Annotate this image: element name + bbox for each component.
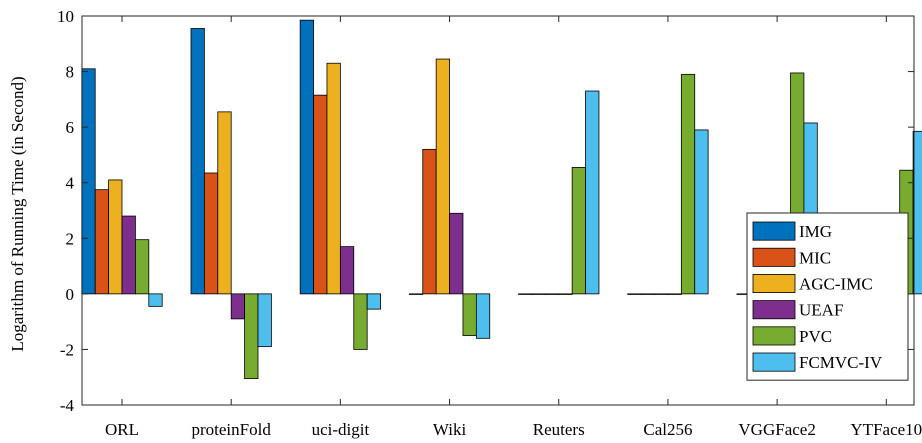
bar-fcmvc-iv-proteinfold: [257, 293, 272, 348]
bar-ueaf-uci-digit: [339, 246, 355, 295]
bar-mic-wiki: [422, 148, 437, 295]
y-tick-label: 6: [66, 118, 75, 137]
x-tick-label-cal256: Cal256: [643, 420, 692, 439]
bar-fcmvc-iv-orl: [148, 293, 163, 307]
bar-img-cal256: [627, 293, 642, 295]
bar-mic-cal256: [640, 293, 655, 295]
bar-mic-uci-digit: [313, 94, 328, 295]
y-tick-label: -2: [60, 340, 74, 359]
bar-img-proteinfold: [190, 28, 205, 295]
bar-agc-imc-cal256: [654, 293, 669, 295]
plot-frame: [81, 15, 915, 406]
bar-agc-imc-wiki: [435, 58, 450, 295]
x-tick-label-vggface2: VGGFace2: [738, 420, 815, 439]
bar-img-uci-digit: [299, 19, 314, 295]
legend-swatch-fcmvc-iv: [752, 352, 796, 372]
x-tick-label-orl: ORL: [105, 420, 139, 439]
bar-fcmvc-iv-wiki: [475, 293, 491, 339]
bar-pvc-uci-digit: [353, 293, 368, 350]
legend-label-ueaf: UEAF: [799, 301, 843, 320]
bar-pvc-cal256: [680, 73, 696, 295]
bar-ueaf-wiki: [449, 212, 464, 295]
legend-swatch-mic: [752, 247, 796, 267]
legend-label-pvc: PVC: [799, 327, 832, 346]
legend-box: [746, 212, 909, 381]
legend-swatch-img: [752, 221, 796, 241]
legend: IMG MIC AGC-IMC UEAF PVC FCMVC-IV: [746, 212, 909, 381]
bar-ueaf-cal256: [667, 293, 682, 295]
x-tick-label-wiki: Wiki: [433, 420, 467, 439]
legend-label-fcmvc-iv: FCMVC-IV: [799, 353, 883, 372]
x-tick-label-reuters: Reuters: [533, 420, 585, 439]
bar-pvc-proteinfold: [244, 293, 259, 380]
bars-layer: [81, 19, 922, 380]
y-tick-label: 0: [66, 285, 75, 304]
bar-ueaf-proteinfold: [230, 293, 245, 320]
y-tick-label: 8: [66, 63, 75, 82]
y-tick-label: 10: [57, 7, 74, 26]
legend-swatch-agc-imc: [752, 273, 796, 293]
x-tick-label-uci-digit: uci-digit: [312, 420, 370, 439]
legend-swatch-pvc: [752, 326, 796, 346]
y-axis-label: Logarithm of Running Time (in Second): [8, 76, 27, 351]
y-tick-label: -4: [60, 396, 75, 415]
bar-agc-imc-orl: [108, 179, 123, 295]
x-tick-label-proteinfold: proteinFold: [192, 420, 272, 439]
y-tick-label: 2: [66, 229, 75, 248]
bar-mic-orl: [94, 189, 109, 295]
y-tick-label: 4: [66, 174, 75, 193]
bar-ueaf-reuters: [558, 293, 573, 295]
bar-agc-imc-reuters: [544, 293, 560, 295]
bar-fcmvc-iv-cal256: [694, 129, 709, 295]
bar-fcmvc-iv-uci-digit: [366, 293, 381, 310]
bar-agc-imc-uci-digit: [326, 62, 341, 295]
legend-label-mic: MIC: [799, 248, 831, 267]
x-tick-label-ytface10: YTFace10: [850, 420, 922, 439]
legend-label-img: IMG: [799, 222, 832, 241]
axes-layer: -4 -2 0 2 4 6 8 10 ORL proteinFold uci-digit Wiki Re…: [57, 7, 922, 439]
bar-img-reuters: [518, 293, 533, 295]
bar-mic-proteinfold: [203, 172, 219, 295]
bar-mic-reuters: [531, 293, 546, 295]
bar-fcmvc-iv-reuters: [585, 90, 600, 295]
bar-img-wiki: [408, 293, 424, 295]
legend-swatch-ueaf: [752, 300, 796, 320]
bar-agc-imc-proteinfold: [217, 111, 232, 295]
bar-ueaf-orl: [121, 215, 136, 295]
bar-pvc-orl: [134, 239, 150, 295]
bar-fcmvc-iv-ytface10: [912, 130, 922, 295]
bar-img-orl: [81, 68, 96, 295]
bar-pvc-reuters: [571, 167, 586, 295]
bar-pvc-wiki: [462, 293, 477, 336]
legend-label-agc-imc: AGC-IMC: [799, 275, 873, 294]
